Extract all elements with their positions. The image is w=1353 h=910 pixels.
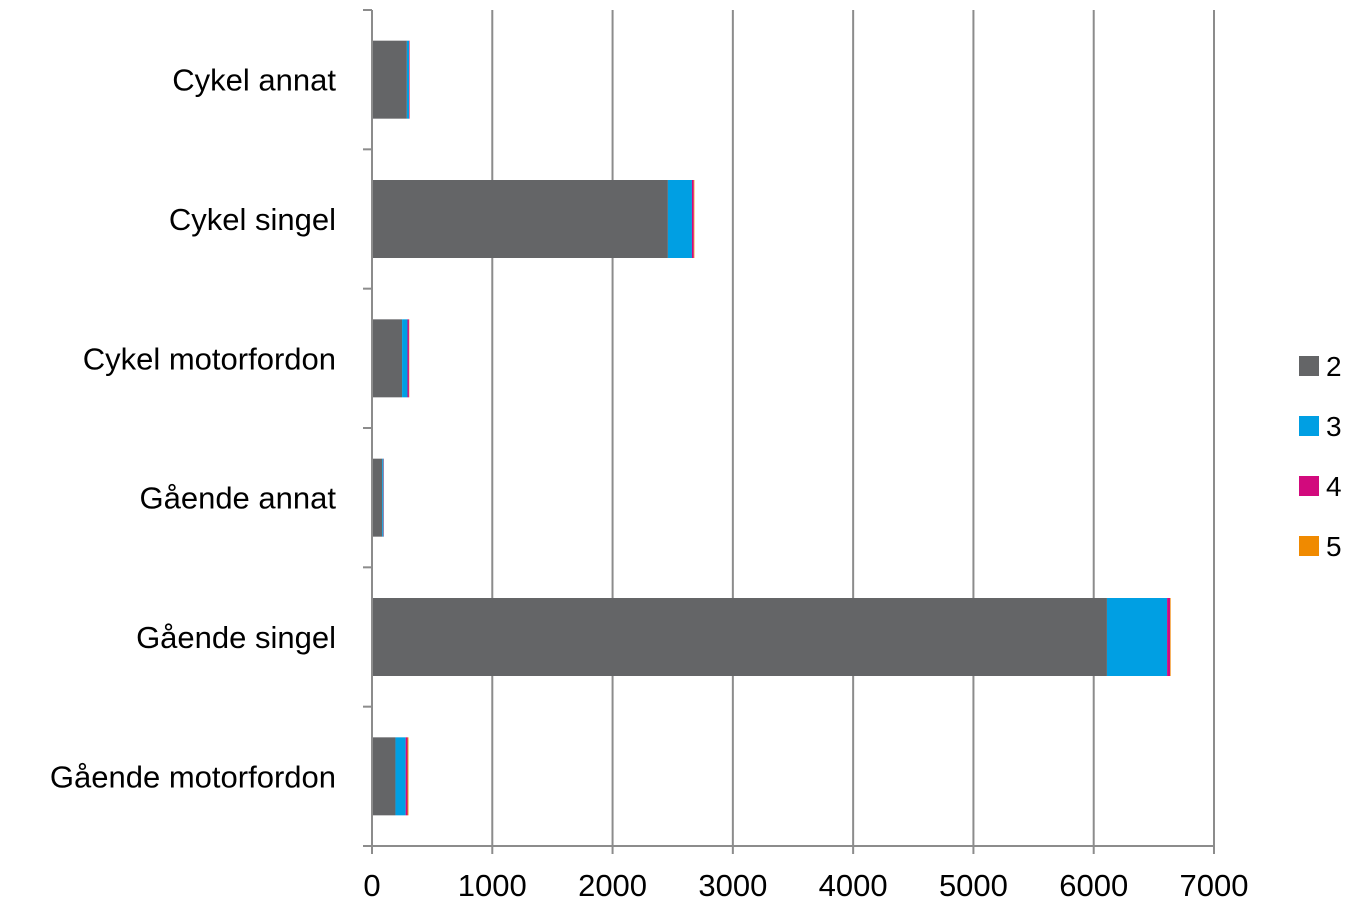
bar-series-2 — [372, 458, 383, 537]
x-tick-label: 7000 — [1180, 868, 1249, 903]
category-labels: Cykel annat Cykel singel Cykel motorfordon… — [50, 63, 336, 795]
x-tick-label: 6000 — [1059, 868, 1128, 903]
category-label: Gående motorfordon — [50, 759, 336, 794]
bars — [372, 40, 1171, 816]
bar-series-2 — [372, 319, 403, 398]
legend-swatch-5 — [1299, 536, 1319, 556]
bar-series-3 — [395, 737, 406, 816]
legend-swatch-4 — [1299, 476, 1319, 496]
x-tick-label: 5000 — [939, 868, 1008, 903]
bar-series-4 — [405, 737, 408, 816]
x-tick-label: 2000 — [578, 868, 647, 903]
bar-series-2 — [372, 40, 407, 119]
category-label: Gående annat — [139, 481, 336, 516]
x-tick-label: 0 — [363, 868, 380, 903]
grid-lines — [491, 10, 1215, 846]
legend-label-3: 3 — [1326, 411, 1342, 442]
x-tick-labels: 0 1000 2000 3000 4000 5000 6000 7000 — [363, 868, 1248, 903]
bar-series-4 — [1167, 598, 1171, 676]
bar-series-4 — [407, 319, 409, 398]
legend: 2 3 4 5 — [1299, 351, 1342, 562]
bar-series-2 — [372, 180, 668, 258]
x-tick-label: 4000 — [819, 868, 888, 903]
bar-series-2 — [372, 598, 1107, 676]
bar-series-3 — [1106, 598, 1168, 676]
bar-series-2 — [372, 737, 396, 816]
bar-series-5 — [1170, 598, 1171, 676]
bar-series-3 — [667, 180, 692, 258]
legend-label-5: 5 — [1326, 531, 1342, 562]
bar-series-5 — [407, 737, 409, 816]
axes — [363, 9, 1215, 854]
x-tick-label: 3000 — [698, 868, 767, 903]
legend-label-2: 2 — [1326, 351, 1342, 382]
bar-series-3 — [382, 458, 384, 537]
legend-swatch-2 — [1299, 356, 1319, 376]
bar-series-3 — [402, 319, 408, 398]
bar-series-5 — [693, 180, 695, 258]
category-label: Cykel motorfordon — [83, 341, 336, 376]
category-label: Cykel annat — [172, 63, 336, 98]
x-tick-label: 1000 — [458, 868, 527, 903]
bar-series-4 — [691, 180, 694, 258]
category-label: Gående singel — [136, 620, 336, 655]
bar-series-3 — [406, 40, 410, 119]
legend-label-4: 4 — [1326, 471, 1342, 502]
category-label: Cykel singel — [169, 202, 336, 237]
legend-swatch-3 — [1299, 416, 1319, 436]
